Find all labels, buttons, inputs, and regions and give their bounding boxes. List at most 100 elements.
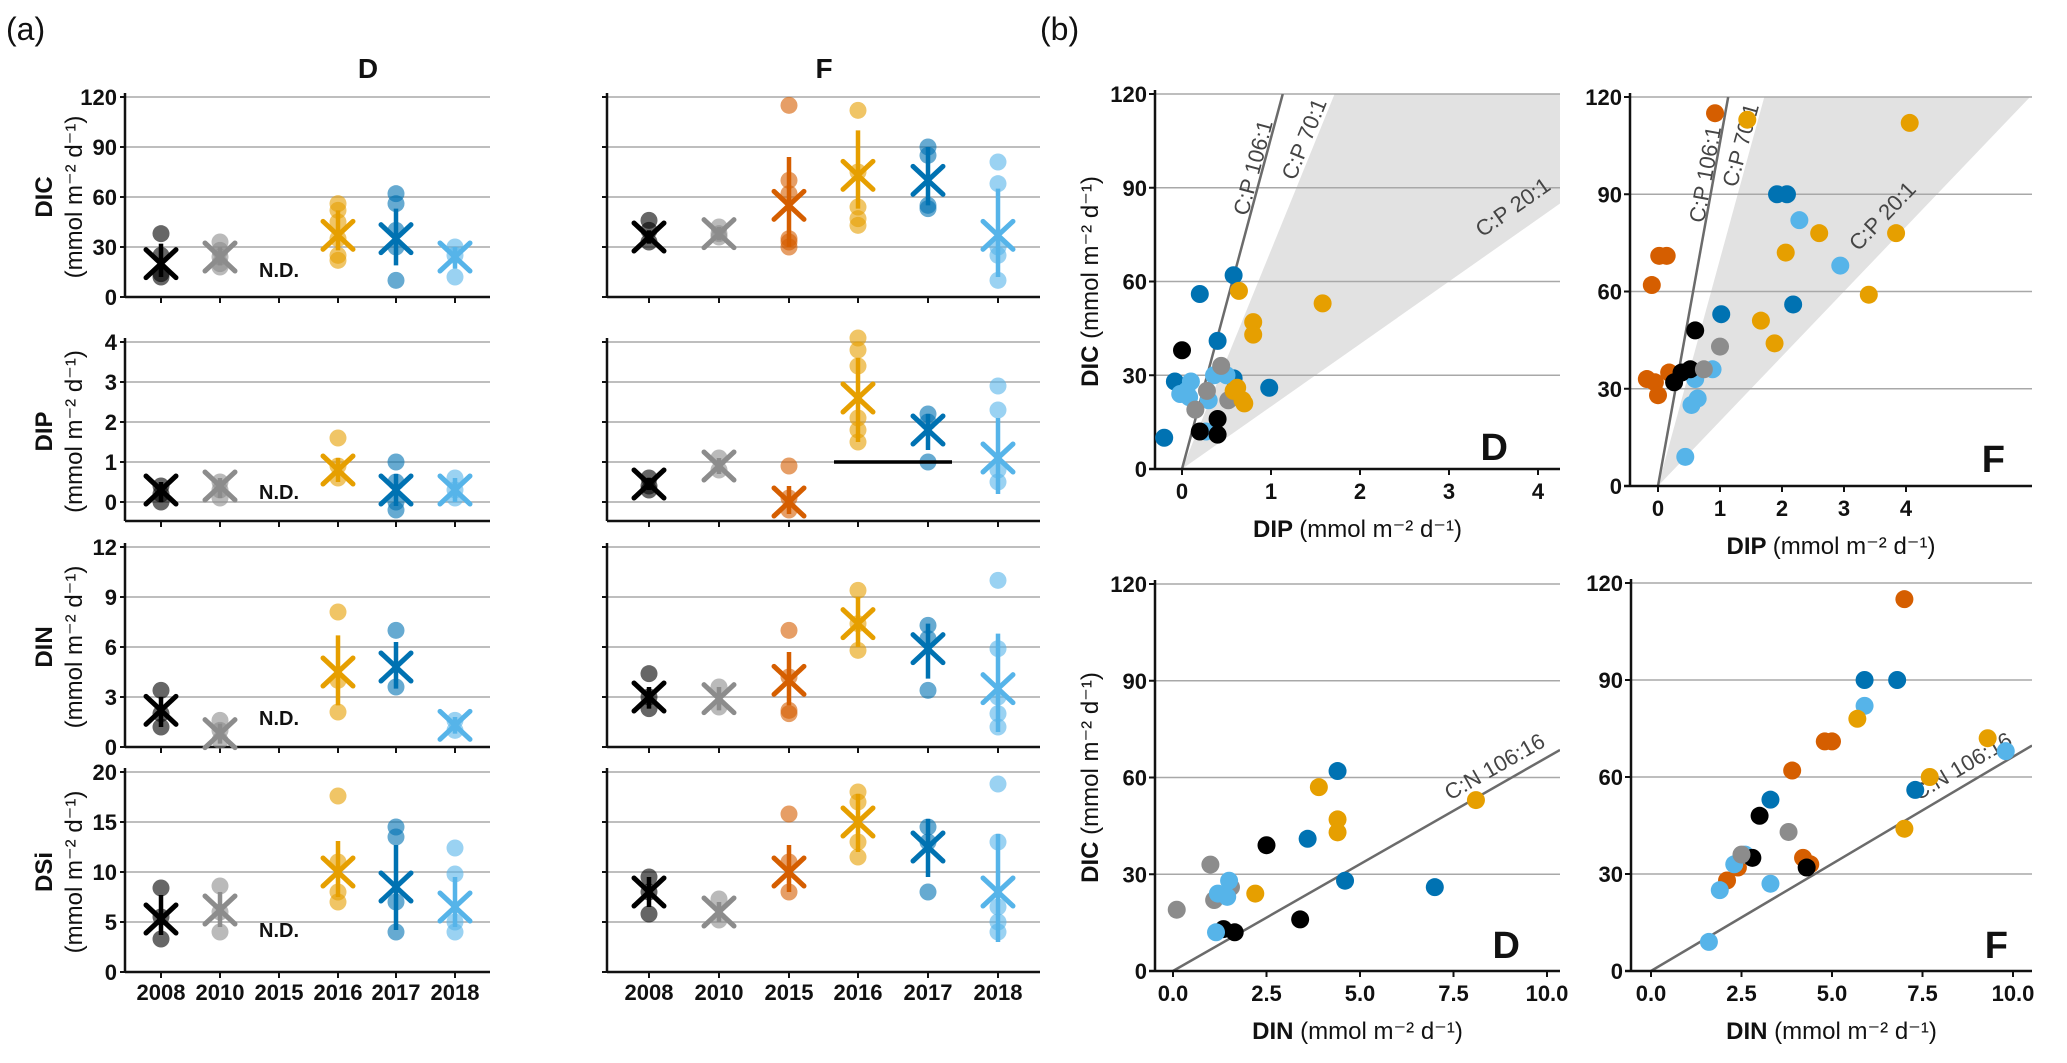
data-point-2016 [1328, 810, 1347, 829]
data-point-2015 [1642, 276, 1661, 295]
data-point-2016 [1765, 334, 1784, 353]
year-group-2016 [840, 783, 876, 866]
y-tick-label: 30 [93, 235, 117, 260]
site-label: F [1982, 439, 2005, 481]
not-determined-label: N.D. [259, 482, 299, 504]
row-DIP: DIP (mmol m⁻² d⁻¹) 0 1 2 3 4 N.D. [31, 329, 1040, 527]
year-group-2016 [840, 329, 876, 451]
year-group-2018 [437, 839, 473, 941]
mean-marker [143, 902, 179, 936]
not-determined-label: N.D. [259, 920, 299, 942]
data-point-2015 [1657, 246, 1676, 265]
y-tick-label: 3 [105, 370, 117, 395]
mean-marker [143, 473, 179, 507]
data-point [387, 828, 405, 846]
mean-marker [701, 449, 737, 483]
x-axis-var: DIP [1727, 533, 1773, 560]
row-DSi: DSi (mmol m⁻² d⁻¹) 0 5 10 15 20 2008 2010 2015 201… [31, 760, 1040, 1005]
data-point-2015 [1783, 761, 1802, 780]
x-tick-label: 2 [1776, 496, 1788, 521]
data-point-2017 [1425, 878, 1444, 897]
mean-marker [437, 708, 473, 742]
site-label: F [1985, 925, 2008, 967]
year-group-2010 [202, 469, 238, 507]
y-tick-label: 15 [93, 810, 117, 835]
y-tick-label: 30 [1599, 862, 1623, 887]
x-axis-var: DIN [1252, 1018, 1300, 1045]
mean-marker [378, 473, 414, 507]
data-point-2017 [1888, 671, 1907, 689]
data-point [152, 930, 170, 948]
x-tick-label: 0 [1176, 479, 1188, 504]
data-point-2015 [1823, 732, 1841, 751]
x-tick-label: 2010 [196, 980, 245, 1005]
x-axis-var: DIP [1253, 516, 1299, 543]
data-point [387, 271, 405, 289]
year-group-2015 [771, 457, 807, 519]
data-point [387, 195, 405, 213]
y-tick-label: 3 [105, 685, 117, 710]
scatter-b-DIN-F: 0 30 60 90 120 C:N 106:16 0.0 2.5 5.0 7.5 10.0 F DIN… [1586, 571, 2034, 1045]
data-point [849, 329, 867, 347]
x-tick-label: 2016 [834, 980, 883, 1005]
data-point [849, 216, 867, 234]
y-tick-label: 12 [93, 535, 117, 560]
year-group-2017 [910, 616, 946, 699]
data-point-2008 [1797, 858, 1816, 877]
y-tick-label: 90 [1598, 182, 1622, 207]
data-point-2016 [1859, 285, 1878, 304]
data-point [640, 905, 658, 923]
column-title-F: F [815, 53, 832, 84]
year-group-2016 [840, 101, 876, 234]
data-point-2008 [1291, 910, 1310, 929]
data-point [640, 665, 658, 683]
data-point [989, 401, 1007, 419]
data-point-2008 [1190, 422, 1209, 441]
year-group-2018 [437, 708, 473, 742]
data-point-2018 [1790, 211, 1809, 230]
data-point [989, 775, 1007, 793]
mean-marker [910, 830, 946, 864]
data-point-2018 [1676, 447, 1695, 466]
data-point [989, 377, 1007, 395]
not-determined-label: N.D. [259, 708, 299, 730]
data-point-2016 [1848, 709, 1867, 728]
x-tick-label: 2017 [904, 980, 953, 1005]
y-tick-label: 60 [1598, 280, 1622, 305]
y-axis-unit: (mmol m⁻² d⁻¹) [61, 566, 88, 729]
data-point [989, 153, 1007, 171]
data-point-2016 [1895, 819, 1914, 838]
mean-marker [980, 441, 1016, 475]
data-point-2016 [1810, 224, 1829, 243]
data-point [329, 429, 347, 447]
year-group-2016 [320, 787, 356, 911]
x-tick-label: 1 [1714, 496, 1726, 521]
subplot-DIN-F [602, 543, 1040, 753]
x-axis-title: DIP (mmol m⁻² d⁻¹) [1727, 533, 1936, 560]
year-group-2008 [631, 665, 667, 718]
y-axis-title: DIC [31, 176, 58, 217]
y-tick-label: 60 [1123, 270, 1147, 295]
y-axis-var: DIC [1077, 835, 1104, 883]
x-axis-title: DIN (mmol m⁻² d⁻¹) [1252, 1018, 1463, 1045]
data-point-2017 [1777, 185, 1796, 204]
y-axis-unit: (mmol m⁻² d⁻¹) [61, 791, 88, 954]
data-point [329, 251, 347, 269]
year-group-2008 [631, 868, 667, 923]
mean-marker [437, 240, 473, 274]
year-group-2008 [631, 467, 667, 501]
data-point-2017 [1298, 829, 1317, 848]
data-point [989, 175, 1007, 193]
data-point-2016 [1244, 313, 1263, 332]
mean-marker [910, 413, 946, 447]
reference-line [1656, 97, 1730, 486]
mean-marker [631, 220, 667, 254]
year-group-2018 [437, 238, 473, 286]
data-point-2010 [1197, 381, 1216, 400]
data-point-2017 [1260, 378, 1279, 397]
panel-label-b: (b) [1040, 11, 1079, 47]
year-group-2016 [840, 581, 876, 659]
y-tick-label: 60 [93, 185, 117, 210]
x-axis-title: DIP (mmol m⁻² d⁻¹) [1253, 516, 1462, 543]
